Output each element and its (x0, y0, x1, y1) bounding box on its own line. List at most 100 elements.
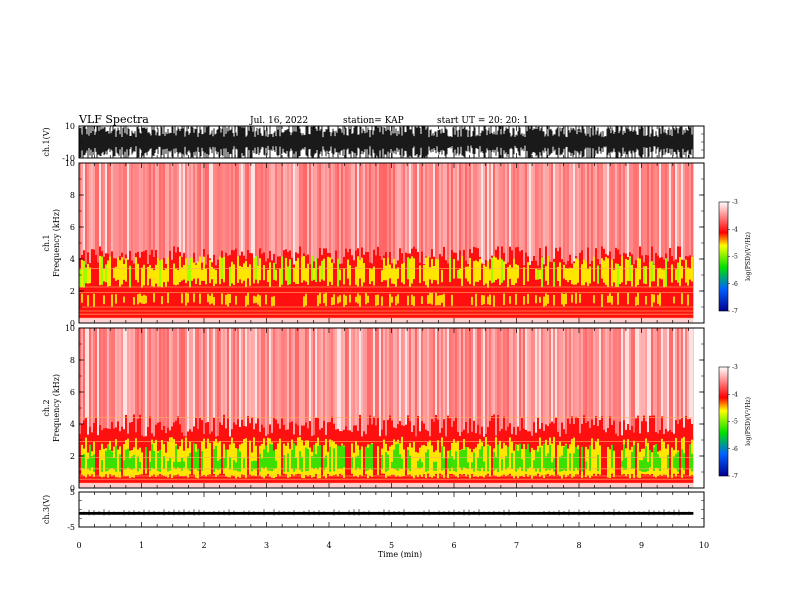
spectrogram-cell (653, 264, 655, 319)
spectrogram-cell (259, 258, 261, 281)
spectrogram-cell (297, 163, 299, 254)
spectrogram-cell (473, 261, 475, 286)
spectrogram-cell (381, 270, 383, 282)
spectrogram-cell (255, 261, 257, 319)
spectrogram-cell (179, 163, 181, 253)
spectrogram-cell (665, 163, 667, 254)
spectrogram-cell (137, 456, 139, 472)
spectrogram-cell (435, 258, 437, 319)
spectrogram-cell (669, 429, 671, 484)
spectrogram-cell (91, 249, 93, 319)
spectrogram-cell (295, 457, 297, 470)
spectrogram-cell (619, 328, 621, 422)
spectrogram-cell (331, 328, 333, 417)
spectrogram-cell (349, 430, 351, 484)
x-tick-label: 6 (451, 541, 456, 550)
spectrogram-cell (599, 445, 601, 475)
spectrogram-cell (445, 436, 447, 484)
spectrogram-cell (309, 163, 311, 265)
y-axis-label: ch.2Frequency (kHz) (42, 374, 61, 442)
spectrogram-cell (389, 251, 391, 319)
spectrogram-cell (209, 258, 211, 319)
spectrogram-cell (409, 455, 411, 472)
spectrogram-cell (157, 263, 159, 319)
spectrogram-cell (255, 163, 257, 262)
spectrogram-cell (201, 163, 203, 263)
spectrogram-cell (427, 257, 429, 319)
spectrogram-cell (203, 248, 205, 319)
spectrogram-cell (673, 456, 675, 468)
spectrogram-cell (341, 163, 343, 264)
spectrogram-cell (579, 163, 581, 253)
spectrogram-cell (453, 163, 455, 253)
spectrogram-cell (255, 296, 257, 303)
spectrogram-cell (303, 445, 305, 479)
spectrogram-cell (183, 264, 185, 280)
spectrogram-cell (341, 445, 343, 469)
spectrogram-cell (403, 264, 405, 319)
spectrogram-cell (301, 256, 303, 283)
spectrogram-cell (669, 247, 671, 319)
spectrogram-cell (687, 294, 689, 306)
spectrogram-cell (571, 328, 573, 417)
spectrogram-cell (197, 263, 199, 319)
spectrogram-cell (659, 163, 661, 258)
spectrogram-cell (175, 163, 177, 253)
spectrogram-cell (79, 433, 81, 484)
spectrogram-cell (513, 163, 515, 266)
spectrogram-cell (553, 458, 555, 472)
spectrogram-cell (589, 445, 591, 471)
spectrogram-cell (425, 452, 427, 472)
spectrogram-cell (613, 328, 615, 421)
y-tick-label: -10 (62, 154, 75, 163)
spectrogram-cell (617, 292, 619, 305)
spectrogram-cell (89, 263, 91, 319)
spectrogram-cell (563, 328, 565, 430)
x-tick-label: 9 (639, 541, 644, 550)
panel-frame (78, 327, 705, 489)
spectrogram-cell (495, 163, 497, 250)
spectrogram-cell (173, 163, 175, 247)
spectrogram-cell (545, 163, 547, 247)
spectrogram-cell (567, 268, 569, 283)
spectrogram-cell (393, 258, 395, 285)
spectrogram-cell (683, 163, 685, 261)
spectrogram-cell (115, 328, 117, 428)
spectrogram-cell (431, 328, 433, 419)
spectrogram-cell (473, 163, 475, 247)
spectrogram-cell (93, 293, 95, 307)
spectrogram-cell (165, 163, 167, 264)
spectrogram-cell (291, 328, 293, 422)
spectrogram-cell (259, 453, 261, 472)
spectrogram-cell (217, 460, 219, 470)
spectrogram-cell (491, 257, 493, 284)
spectrogram-cell (673, 163, 675, 261)
spectrogram-cell (573, 261, 575, 319)
spectrogram-cell (323, 248, 325, 319)
spectrogram-cell (157, 163, 159, 264)
spectrogram-cell (315, 328, 317, 418)
spectrogram-cell (631, 451, 633, 469)
spectrogram-cell (239, 163, 241, 256)
spectrogram-cell (371, 263, 373, 319)
spectrogram-cell (457, 269, 459, 279)
spectrogram-cell (463, 328, 465, 430)
spectrogram-cell (331, 262, 333, 286)
spectrogram-cell (341, 263, 343, 319)
spectrogram-cell (285, 328, 287, 430)
spectrogram-cell (657, 454, 659, 469)
spectrogram-cell (519, 163, 521, 252)
panel-frame (78, 491, 705, 528)
spectrogram-cell (361, 257, 363, 287)
y-axis-label-line: Frequency (kHz) (52, 374, 61, 442)
spectrogram-cell (663, 269, 665, 288)
spectrogram-cell (663, 328, 665, 435)
spectrogram-cell (303, 163, 305, 254)
spectrogram-cell (93, 249, 95, 319)
spectrogram-cell (571, 438, 573, 478)
spectrogram-cell (447, 263, 449, 319)
spectrogram-cell (487, 264, 489, 319)
spectrogram-cell (231, 261, 233, 284)
spectrogram-cell (343, 446, 345, 468)
spectrogram-cell (261, 328, 263, 425)
